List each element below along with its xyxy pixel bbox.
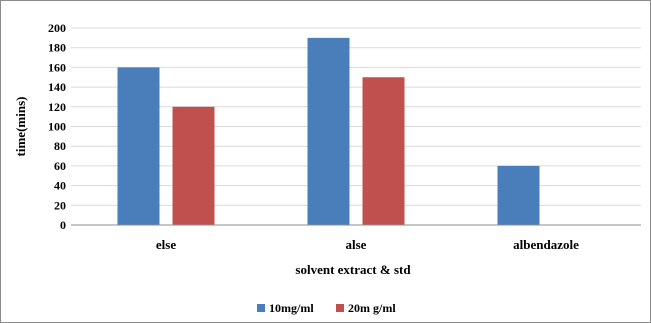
y-tick-label: 180 [48,41,66,55]
y-tick-label: 20 [54,198,66,212]
legend-swatch [257,304,265,312]
legend: 10mg/ml 20m g/ml [257,301,396,315]
bar-albendazole-10mg-ml [497,165,540,225]
y-tick-label: 40 [54,179,66,193]
y-tick-label: 140 [48,80,66,94]
x-axis-categories: else alse albendazole [156,237,579,252]
y-tick-label: 60 [54,159,66,173]
x-tick-label: alse [346,237,367,252]
y-tick-label: 80 [54,139,66,153]
y-tick-label: 160 [48,60,66,74]
y-tick-label: 200 [48,21,66,35]
bar-alse-20m-g-ml [362,77,405,225]
legend-label: 10mg/ml [269,301,314,315]
bars [117,37,540,226]
bar-else-10mg-ml [117,67,160,226]
gridlines [71,27,641,206]
bar-else-20m-g-ml [172,106,215,225]
y-axis-ticks: 0 20 40 60 80 100 120 140 160 180 200 [48,21,66,232]
bar-alse-10mg-ml [307,37,350,225]
x-axis-title: solvent extract & std [295,262,411,277]
y-tick-label: 100 [48,120,66,134]
y-tick-label: 120 [48,100,66,114]
x-tick-label: albendazole [513,237,579,252]
y-axis-title: time(mins) [13,97,28,157]
x-tick-label: else [156,237,176,252]
legend-label: 20m g/ml [348,301,396,315]
y-tick-label: 0 [60,218,66,232]
legend-swatch [336,304,344,312]
